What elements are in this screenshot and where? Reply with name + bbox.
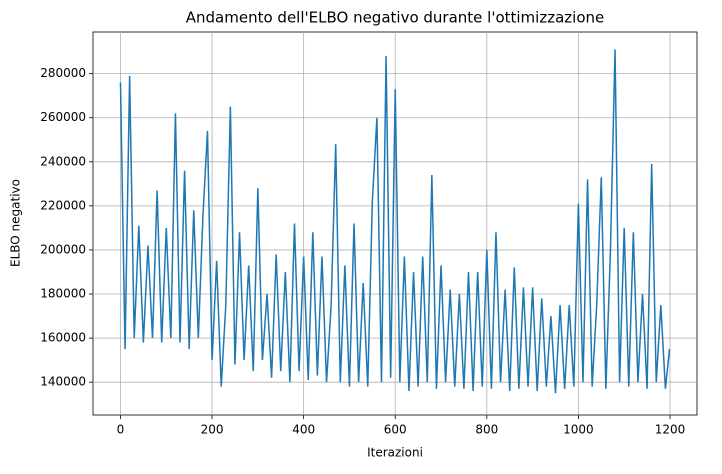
data-line [119, 49, 671, 394]
x-axis-label: Iterazioni [367, 446, 423, 460]
chart-title: Andamento dell'ELBO negativo durante l'o… [186, 9, 604, 27]
x-tick-label: 200 [201, 423, 224, 437]
x-tick-label: 1000 [563, 423, 594, 437]
x-tick-label: 400 [292, 423, 315, 437]
y-tick-label: 280000 [40, 66, 86, 80]
x-tick-label: 800 [475, 423, 498, 437]
y-tick-label: 240000 [40, 154, 86, 168]
y-tick-label: 260000 [40, 110, 86, 124]
y-tick-label: 200000 [40, 242, 86, 256]
y-tick-label: 160000 [40, 331, 86, 345]
y-tick-label: 140000 [40, 375, 86, 389]
x-tick-label: 1200 [655, 423, 686, 437]
x-tick-label: 0 [117, 423, 125, 437]
x-tick-label: 600 [384, 423, 407, 437]
y-tick-label: 180000 [40, 287, 86, 301]
y-tick-label: 220000 [40, 198, 86, 212]
y-axis-label: ELBO negativo [9, 179, 23, 267]
